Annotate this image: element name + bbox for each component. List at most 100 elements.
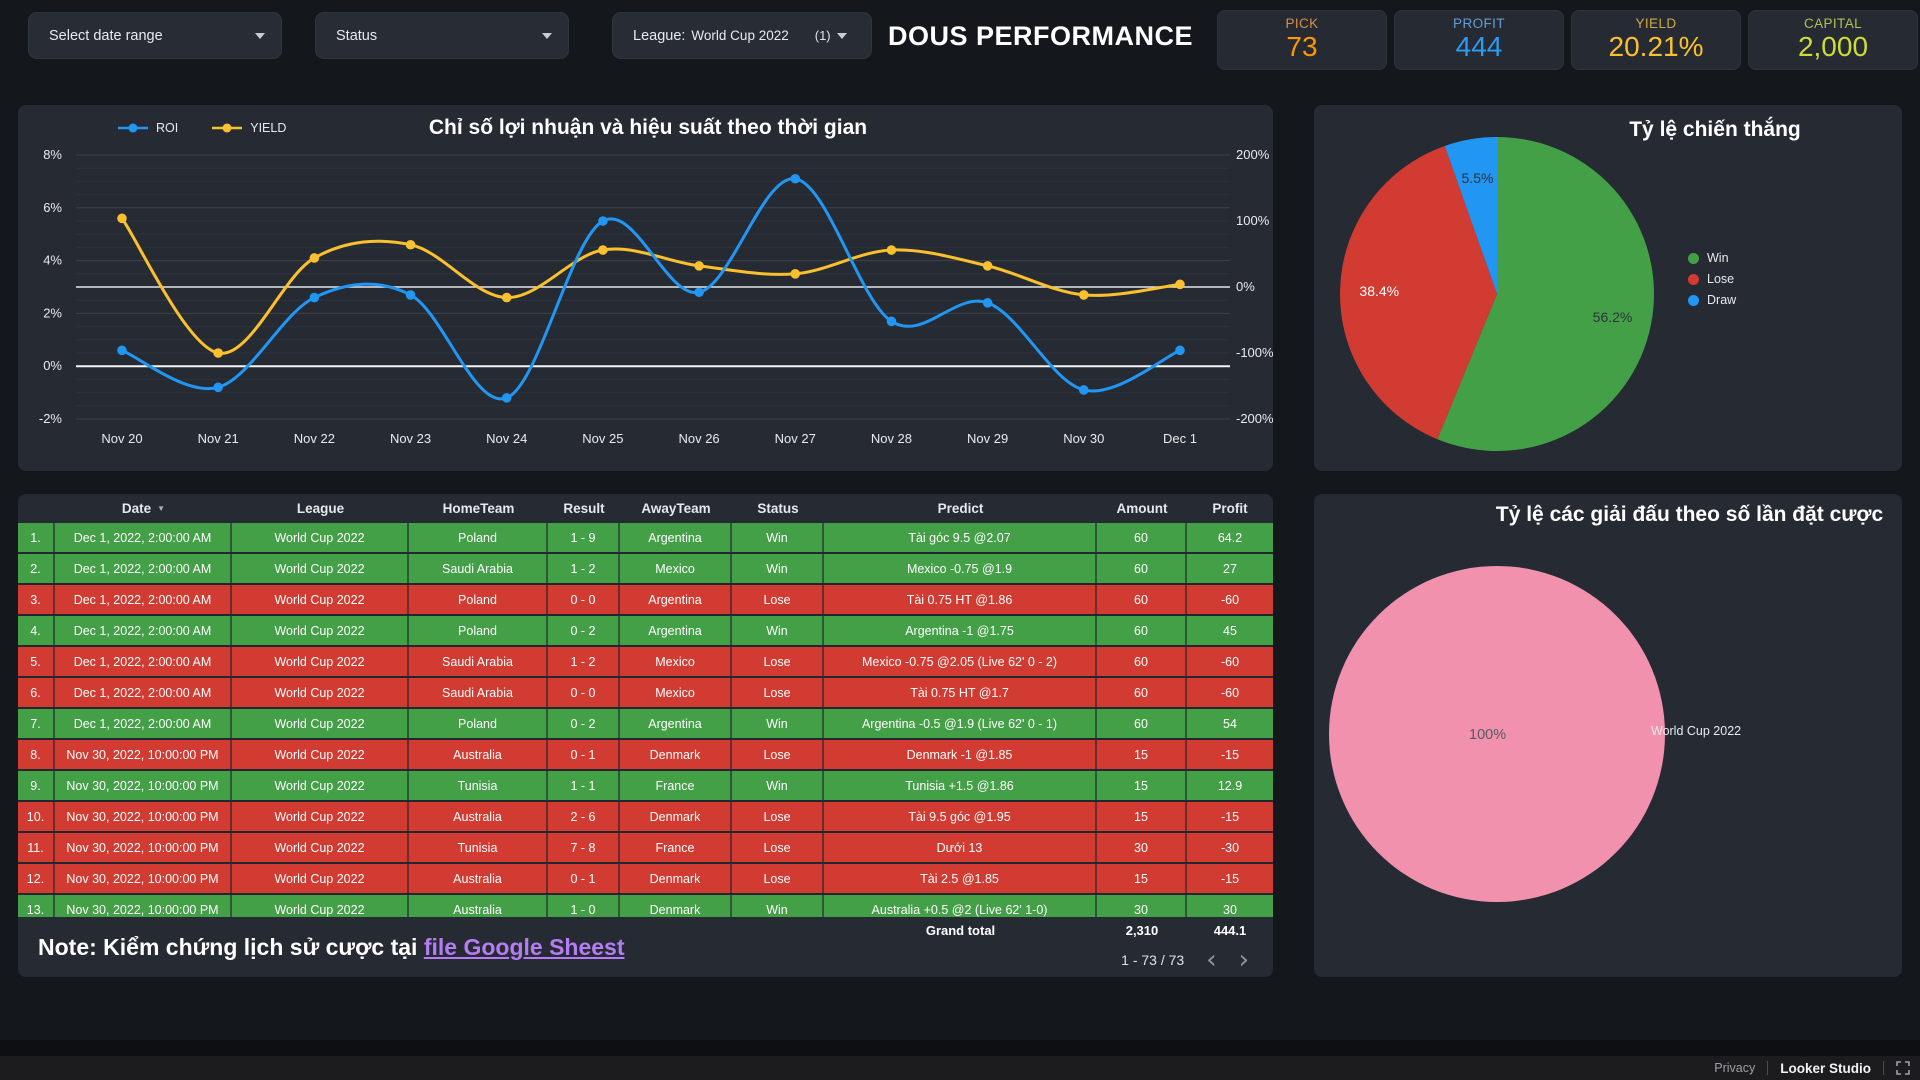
- svg-text:56.2%: 56.2%: [1593, 309, 1633, 325]
- table-row[interactable]: 13. Nov 30, 2022, 10:00:00 PM World Cup 20…: [18, 895, 1273, 917]
- table-row[interactable]: 11. Nov 30, 2022, 10:00:00 PM World Cup 20…: [18, 833, 1273, 864]
- legend-item-draw: Draw: [1688, 293, 1736, 307]
- table-cell: World Cup 2022: [232, 833, 409, 862]
- google-sheet-link[interactable]: file Google Sheest: [423, 934, 625, 960]
- column-header-date[interactable]: Date ▼: [121, 501, 166, 516]
- table-cell: 2 - 6: [548, 802, 620, 831]
- column-header-profit[interactable]: Profit: [1212, 501, 1248, 516]
- table-cell: Nov 30, 2022, 10:00:00 PM: [55, 771, 232, 800]
- svg-text:Nov 24: Nov 24: [486, 431, 527, 446]
- scorecard-pick: PICK 73: [1217, 10, 1387, 70]
- table-cell: Australia: [409, 864, 548, 893]
- line-chart-title: Chỉ số lợi nhuận và hiệu suất theo thời …: [428, 116, 868, 139]
- data-point: [117, 213, 127, 224]
- footer-divider: [1767, 1061, 1769, 1075]
- line-series-icon: [212, 123, 243, 133]
- svg-text:100%: 100%: [1469, 727, 1506, 743]
- legend-label: Lose: [1707, 272, 1735, 286]
- table-cell: 15: [1097, 864, 1187, 893]
- grand-total-spacer: [732, 917, 824, 943]
- table-cell: 1 - 9: [548, 523, 620, 552]
- table-cell: -60: [1220, 592, 1240, 607]
- table-cell: World Cup 2022: [232, 802, 409, 831]
- league-share-pie-legend: World Cup 2022: [1632, 724, 1741, 738]
- table-cell: 60: [1097, 678, 1187, 707]
- table-cell: World Cup 2022: [232, 771, 409, 800]
- footer-divider: [1883, 1061, 1884, 1075]
- column-header-hometeam[interactable]: HomeTeam: [442, 501, 515, 516]
- next-page-button[interactable]: ›: [1238, 945, 1249, 975]
- date-range-filter[interactable]: Select date range: [28, 12, 282, 59]
- table-row[interactable]: 2. Dec 1, 2022, 2:00:00 AM World Cup 2022 S…: [18, 554, 1273, 585]
- table-cell: 60: [1097, 709, 1187, 738]
- table-cell: 0 - 2: [548, 709, 620, 738]
- column-header-status[interactable]: Status: [757, 501, 799, 516]
- table-row[interactable]: 3. Dec 1, 2022, 2:00:00 AM World Cup 2022 P…: [18, 585, 1273, 616]
- table-cell: Denmark -1 @1.85: [824, 740, 1097, 769]
- column-header-predict[interactable]: Predict: [937, 501, 984, 516]
- table-cell: World Cup 2022: [232, 895, 409, 917]
- column-header-league[interactable]: League: [296, 501, 345, 516]
- fullscreen-icon[interactable]: [1896, 1061, 1910, 1075]
- svg-text:2%: 2%: [43, 305, 62, 320]
- table-cell: Tài 2.5 @1.85: [824, 864, 1097, 893]
- table-cell: World Cup 2022: [232, 523, 409, 552]
- table-row[interactable]: 5. Dec 1, 2022, 2:00:00 AM World Cup 2022 S…: [18, 647, 1273, 678]
- svg-text:Nov 25: Nov 25: [582, 431, 623, 446]
- column-header-awayteam[interactable]: AwayTeam: [641, 501, 711, 516]
- table-cell: Australia +0.5 @2 (Live 62' 1-0): [824, 895, 1097, 917]
- legend-label: ROI: [156, 121, 179, 135]
- scorecard-value: 73: [1286, 31, 1318, 63]
- table-cell: Lose: [732, 585, 824, 614]
- status-filter[interactable]: Status: [315, 12, 569, 59]
- table-cell: 12.: [18, 864, 55, 893]
- table-cell: 15: [1097, 740, 1187, 769]
- table-cell: World Cup 2022: [232, 709, 409, 738]
- table-cell: World Cup 2022: [232, 585, 409, 614]
- svg-text:Nov 22: Nov 22: [294, 431, 335, 446]
- table-row[interactable]: 1. Dec 1, 2022, 2:00:00 AM World Cup 2022 P…: [18, 523, 1273, 554]
- legend-dot: [1688, 294, 1699, 306]
- scorecard-value: 444: [1455, 31, 1503, 63]
- table-cell: Win: [732, 616, 824, 645]
- pagination-range: 1 - 73 / 73: [1121, 952, 1185, 968]
- privacy-link[interactable]: Privacy: [1714, 1061, 1756, 1075]
- data-point: [213, 382, 223, 393]
- legend-label: YIELD: [250, 121, 287, 135]
- table-cell: -60: [1220, 685, 1240, 700]
- table-cell: 1 - 2: [548, 647, 620, 676]
- data-point: [694, 287, 704, 298]
- table-cell: Dec 1, 2022, 2:00:00 AM: [55, 678, 232, 707]
- chevron-down-icon: [836, 32, 847, 39]
- svg-text:200%: 200%: [1236, 147, 1270, 162]
- column-header-result[interactable]: Result: [563, 501, 605, 516]
- scorecard-group: PICK 73 PROFIT 444 YIELD 20.21% CAPITAL 2,000: [1217, 10, 1918, 70]
- table-cell: Argentina: [620, 616, 732, 645]
- table-row[interactable]: 4. Dec 1, 2022, 2:00:00 AM World Cup 2022 P…: [18, 616, 1273, 647]
- table-cell: 7 - 8: [548, 833, 620, 862]
- table-cell: 0 - 2: [548, 616, 620, 645]
- row-number-header[interactable]: [18, 494, 55, 523]
- table-cell: 1 - 1: [548, 771, 620, 800]
- table-row[interactable]: 10. Nov 30, 2022, 10:00:00 PM World Cup 20…: [18, 802, 1273, 833]
- previous-page-button[interactable]: ‹: [1206, 945, 1217, 975]
- table-row[interactable]: 8. Nov 30, 2022, 10:00:00 PM World Cup 202…: [18, 740, 1273, 771]
- table-cell: Nov 30, 2022, 10:00:00 PM: [55, 833, 232, 862]
- grand-total-value: 444.1: [1213, 922, 1247, 938]
- table-row[interactable]: 12. Nov 30, 2022, 10:00:00 PM World Cup 20…: [18, 864, 1273, 895]
- win-rate-pie-legend: Win Lose Draw: [1688, 251, 1736, 307]
- table-row[interactable]: 7. Dec 1, 2022, 2:00:00 AM World Cup 2022 P…: [18, 709, 1273, 740]
- svg-text:0%: 0%: [1236, 279, 1255, 294]
- table-cell: 60: [1097, 616, 1187, 645]
- table-row[interactable]: 6. Dec 1, 2022, 2:00:00 AM World Cup 2022 S…: [18, 678, 1273, 709]
- table-row[interactable]: 9. Nov 30, 2022, 10:00:00 PM World Cup 202…: [18, 771, 1273, 802]
- table-cell: 15: [1097, 771, 1187, 800]
- bets-table-panel: Date ▼ League HomeTeam Result AwayTeam Status P…: [18, 494, 1273, 977]
- legend-item-lose: Lose: [1688, 272, 1736, 286]
- league-filter[interactable]: League: World Cup 2022 (1): [612, 12, 872, 59]
- table-cell: World Cup 2022: [232, 554, 409, 583]
- column-header-amount[interactable]: Amount: [1116, 501, 1168, 516]
- table-cell: Nov 30, 2022, 10:00:00 PM: [55, 864, 232, 893]
- table-cell: Mexico: [620, 678, 732, 707]
- data-point: [790, 173, 801, 184]
